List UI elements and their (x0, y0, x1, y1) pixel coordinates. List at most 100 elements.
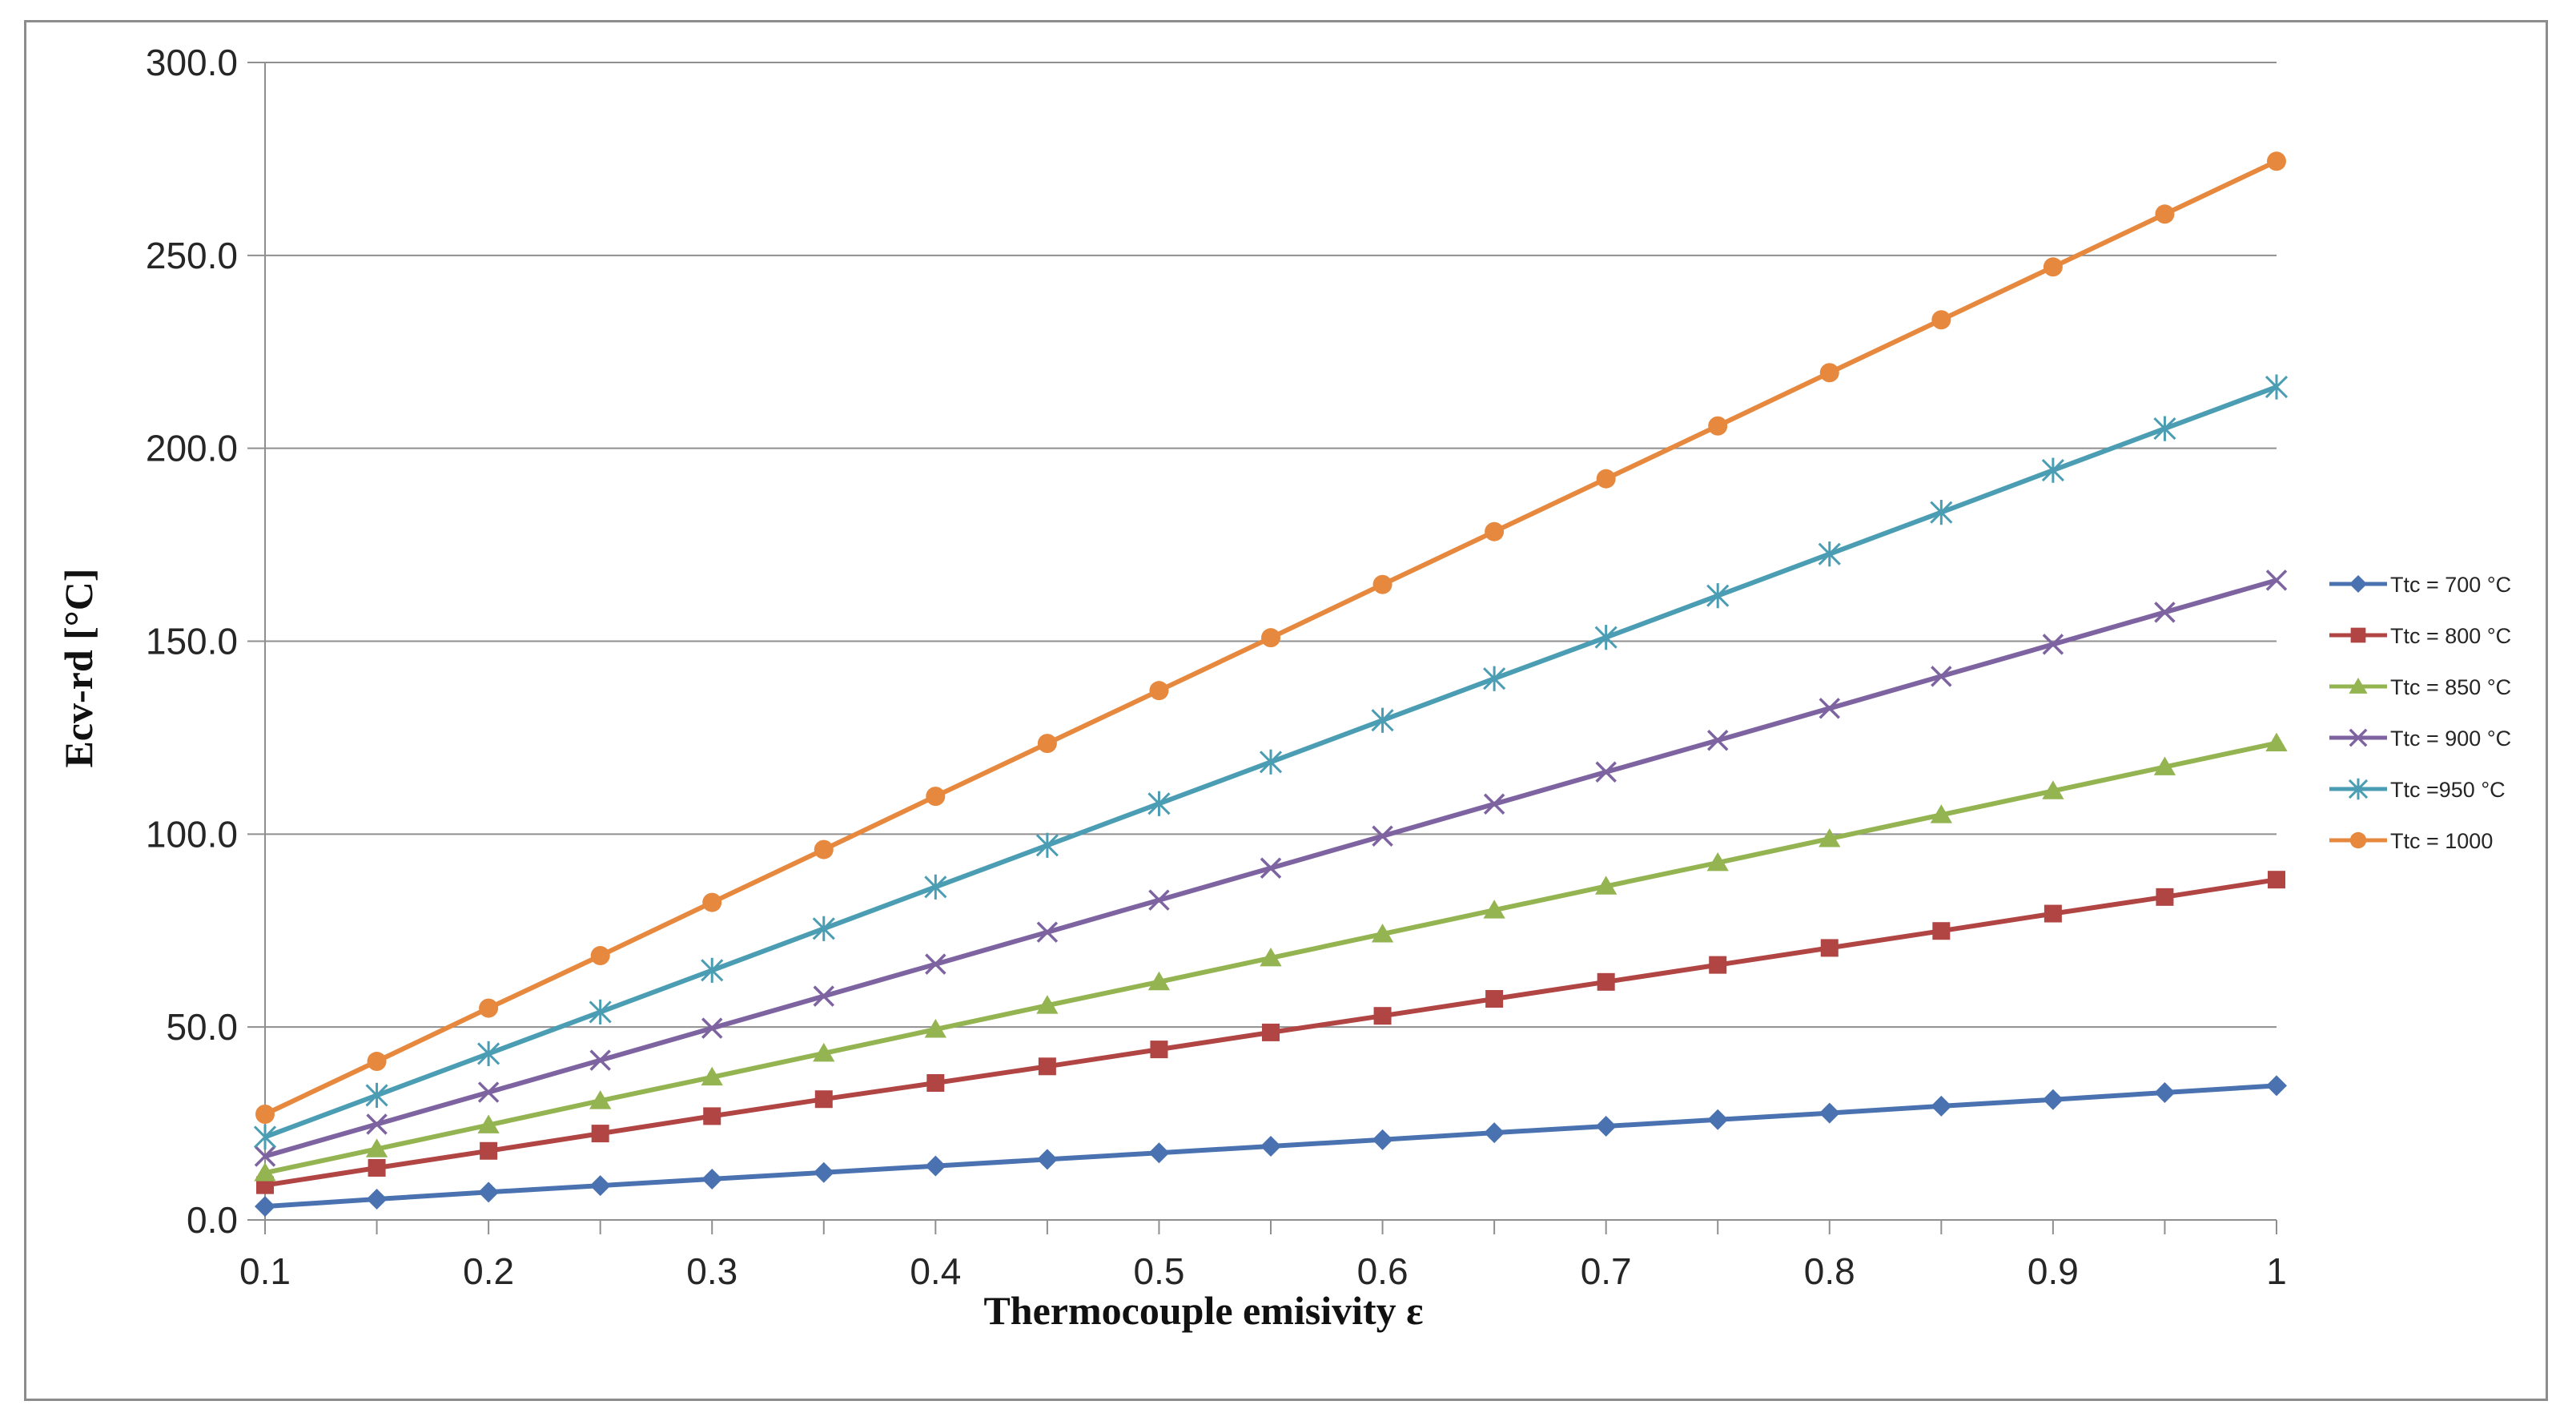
data-point (701, 1017, 723, 1039)
data-point (813, 985, 835, 1007)
data-point (1262, 1023, 1280, 1041)
data-point (365, 1138, 388, 1157)
x-tick-label: 0.2 (463, 1250, 514, 1292)
legend-label: Ttc = 1000 (2390, 829, 2493, 853)
data-point (1148, 1142, 1170, 1164)
data-point (702, 892, 722, 912)
data-point (1035, 832, 1059, 858)
data-point (1931, 1095, 1952, 1117)
data-point (1931, 310, 1951, 330)
data-point (589, 999, 612, 1024)
legend-item: Ttc = 1000 (2329, 829, 2493, 853)
data-point (1037, 734, 1057, 754)
data-point (2154, 1082, 2176, 1104)
data-point (1150, 1041, 1168, 1059)
legend-swatch-marker (2350, 627, 2366, 643)
data-point (365, 1082, 388, 1109)
data-point (1483, 793, 1505, 815)
x-axis-title: Thermocouple emisivity ε (983, 1288, 1423, 1333)
legend-item: Ttc = 850 °C (2329, 675, 2511, 699)
data-point (701, 957, 724, 983)
data-point (1036, 1149, 1058, 1170)
data-point (1930, 500, 1953, 525)
y-tick-label: 200.0 (146, 428, 238, 469)
x-tick-label: 0.6 (1357, 1250, 1409, 1292)
data-point (926, 787, 946, 807)
legend: Ttc = 700 °C Ttc = 800 °C Ttc = 850 °C Ttc … (2329, 573, 2511, 853)
data-point (1036, 995, 1059, 1014)
data-point (814, 1090, 833, 1109)
legend-swatch-marker (2349, 574, 2368, 594)
data-point (1372, 825, 1393, 847)
y-axis-title: Ecv-rd [°C] (56, 568, 101, 767)
data-point (1483, 666, 1506, 691)
series-3 (254, 732, 2288, 1181)
data-point (1818, 1102, 1840, 1124)
data-point (589, 1175, 611, 1197)
data-point (1594, 625, 1618, 650)
data-point (1932, 922, 1951, 940)
legend-swatch-marker (2349, 831, 2367, 849)
data-point (1372, 574, 1392, 594)
data-point (1485, 521, 1505, 541)
data-point (2042, 634, 2064, 655)
y-tick-label: 150.0 (146, 621, 238, 662)
legend-swatch-marker (2349, 677, 2368, 694)
data-point (2265, 570, 2288, 591)
data-point (701, 1168, 723, 1190)
data-point (813, 1042, 835, 1062)
series-4 (254, 570, 2288, 1167)
data-point (1371, 924, 1394, 943)
data-point (701, 1066, 723, 1086)
x-tick-label: 1 (2266, 1250, 2287, 1292)
y-tick-label: 250.0 (146, 235, 238, 276)
gridlines (265, 62, 2277, 1028)
series-6 (255, 151, 2286, 1125)
data-point (589, 1090, 612, 1109)
data-point (2266, 1075, 2287, 1097)
legend-label: Ttc =950 °C (2390, 778, 2506, 802)
legend-label: Ttc = 850 °C (2390, 675, 2511, 699)
data-point (1931, 666, 1952, 687)
data-point (1373, 1007, 1392, 1025)
legend-label: Ttc = 700 °C (2390, 573, 2511, 597)
data-point (1260, 947, 1282, 967)
series-layer (253, 151, 2289, 1218)
data-point (1147, 971, 1171, 991)
data-point (812, 916, 835, 941)
data-point (1372, 1129, 1393, 1150)
data-point (814, 839, 834, 859)
x-axis-tick-labels: 0.1 0.2 0.3 0.4 0.5 0.6 0.7 0.8 0.9 1 (239, 1250, 2287, 1292)
legend-item: Ttc =950 °C (2329, 778, 2506, 802)
data-point (253, 1124, 277, 1150)
data-point (2041, 457, 2064, 483)
y-tick-label: 0.0 (187, 1199, 238, 1241)
data-point (1820, 939, 1839, 957)
data-point (591, 1125, 609, 1143)
series-5 (253, 374, 2289, 1150)
data-point (926, 1074, 945, 1093)
data-point (2042, 780, 2064, 799)
data-point (2153, 756, 2176, 775)
data-point (2155, 204, 2175, 224)
data-point (255, 1105, 275, 1125)
data-point (368, 1158, 386, 1177)
data-point (1707, 1109, 1729, 1130)
data-point (1706, 851, 1729, 872)
y-tick-label: 100.0 (146, 813, 238, 855)
data-point (1259, 749, 1283, 775)
data-point (924, 874, 947, 900)
chart-frame: 0.0 50.0 100.0 150.0 200.0 250.0 300.0 0.1 0.2 0… (24, 20, 2548, 1401)
data-point (1260, 857, 1282, 879)
data-point (1597, 972, 1615, 991)
data-point (1595, 1115, 1617, 1137)
data-point (366, 1188, 388, 1210)
data-point (1147, 791, 1171, 816)
data-point (254, 1162, 276, 1181)
data-point (925, 953, 946, 975)
x-tick-label: 0.5 (1133, 1250, 1184, 1292)
y-tick-label: 300.0 (146, 42, 238, 83)
x-tick-label: 0.3 (686, 1250, 737, 1292)
data-point (1484, 1122, 1505, 1144)
axes (247, 62, 2277, 1234)
